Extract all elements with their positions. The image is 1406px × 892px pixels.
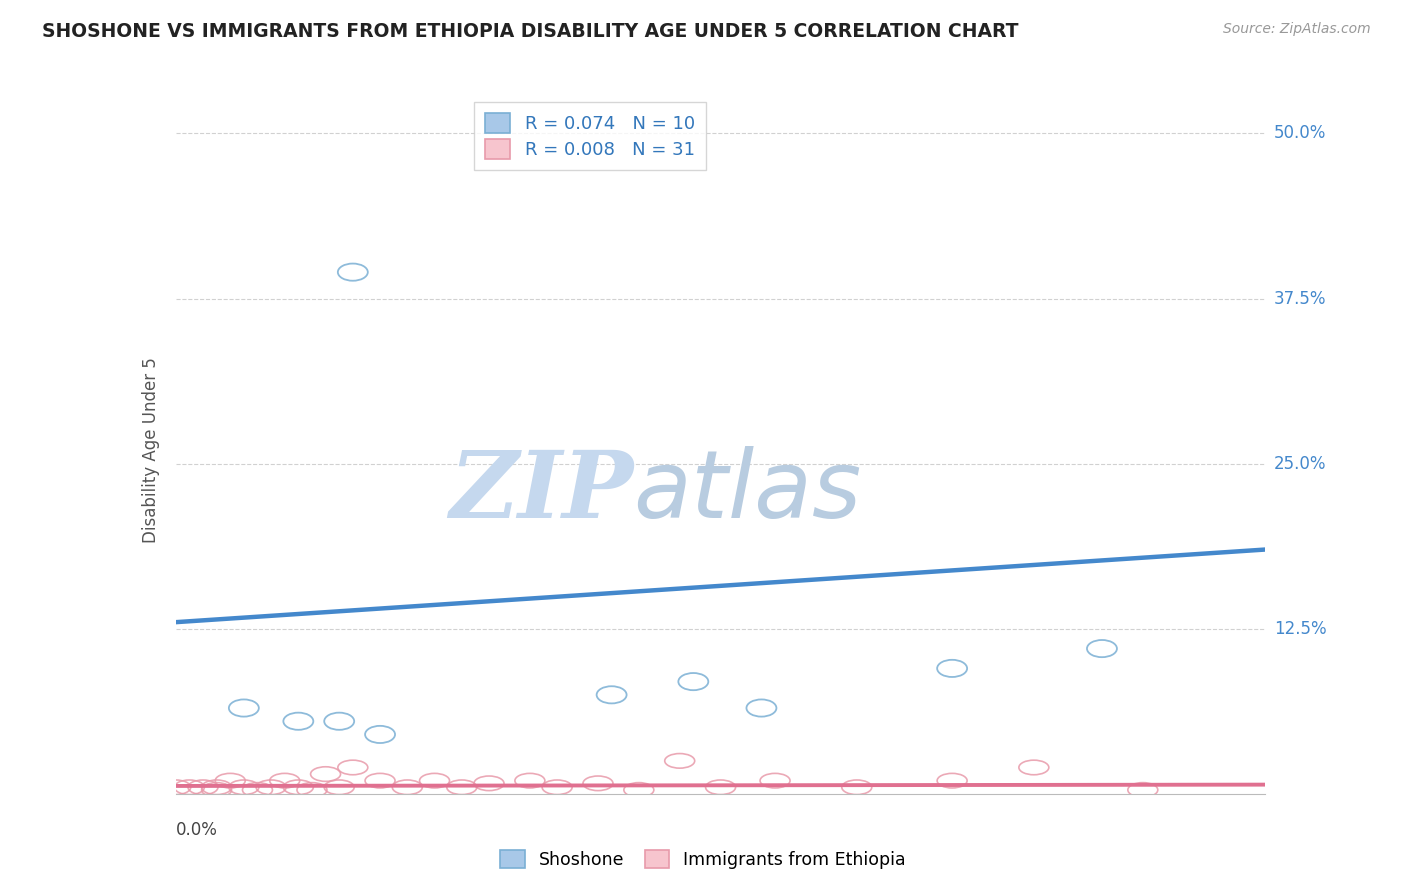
Y-axis label: Disability Age Under 5: Disability Age Under 5 — [142, 358, 160, 543]
Legend: R = 0.074   N = 10, R = 0.008   N = 31: R = 0.074 N = 10, R = 0.008 N = 31 — [474, 103, 706, 170]
Text: ZIP: ZIP — [449, 447, 633, 537]
Text: 50.0%: 50.0% — [1274, 125, 1326, 143]
Text: 37.5%: 37.5% — [1274, 290, 1326, 308]
Text: Source: ZipAtlas.com: Source: ZipAtlas.com — [1223, 22, 1371, 37]
Text: atlas: atlas — [633, 446, 862, 537]
Legend: Shoshone, Immigrants from Ethiopia: Shoshone, Immigrants from Ethiopia — [494, 844, 912, 876]
Text: SHOSHONE VS IMMIGRANTS FROM ETHIOPIA DISABILITY AGE UNDER 5 CORRELATION CHART: SHOSHONE VS IMMIGRANTS FROM ETHIOPIA DIS… — [42, 22, 1019, 41]
Text: 12.5%: 12.5% — [1274, 620, 1326, 638]
Text: 25.0%: 25.0% — [1274, 455, 1326, 473]
Text: 0.0%: 0.0% — [176, 822, 218, 839]
